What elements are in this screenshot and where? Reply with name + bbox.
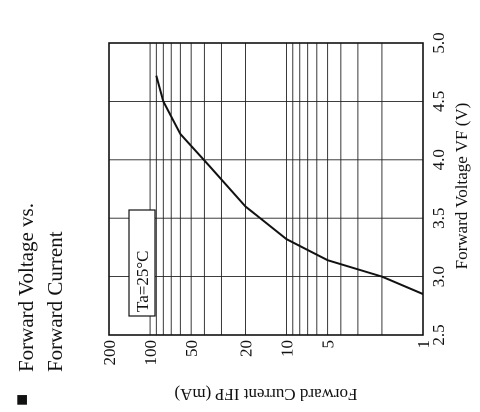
y-axis-label: Forward Current IFP (mA)	[174, 385, 357, 404]
y-tick-label: 1	[414, 340, 433, 349]
x-tick-label: 4.5	[429, 91, 448, 112]
temperature-annotation: Ta=25°C	[128, 209, 156, 317]
chart-title: Forward Voltage vs. Forward Current ■	[11, 203, 67, 406]
data-series	[155, 75, 424, 296]
plot-frame	[108, 42, 424, 336]
chart-title-line1: Forward Voltage vs.	[14, 203, 38, 372]
x-tick-label: 4.0	[429, 149, 448, 170]
chart-title-line2: Forward Current	[43, 231, 67, 372]
title-bullet-icon: ■	[11, 394, 33, 406]
x-tick-label: 2.5	[429, 324, 448, 345]
annotation-box	[128, 209, 156, 317]
x-tick-label: 5.0	[429, 32, 448, 53]
y-tick-label: 10	[278, 340, 297, 357]
y-tick-label: 5	[319, 340, 338, 349]
x-axis-label: Forward Voltage VF (V)	[452, 103, 471, 270]
x-tick-labels: 2.5 3.0 3.5 4.0 4.5 5.0	[429, 32, 448, 345]
y-tick-label: 50	[182, 340, 201, 357]
annotation-text: Ta=25°C	[133, 251, 152, 312]
y-tick-label: 20	[237, 340, 256, 357]
x-tick-label: 3.5	[429, 208, 448, 229]
y-tick-labels: 1 5 10 20 50 100 200	[100, 340, 433, 366]
grid-lines	[109, 43, 423, 335]
forward-curve-line	[155, 75, 424, 296]
y-tick-label: 100	[141, 340, 160, 366]
y-tick-label: 200	[100, 340, 119, 366]
x-tick-label: 3.0	[429, 266, 448, 287]
